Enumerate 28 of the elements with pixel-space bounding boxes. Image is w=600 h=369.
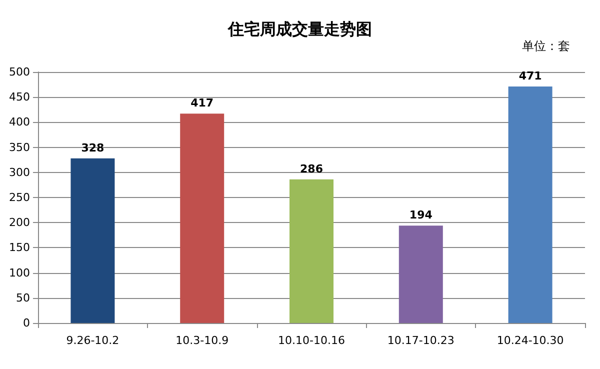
y-tick-label: 250 (9, 191, 30, 204)
chart-title: 住宅周成交量走势图 (227, 20, 372, 38)
data-label: 471 (518, 70, 542, 83)
data-label: 417 (190, 96, 214, 110)
bar (70, 158, 115, 323)
y-tick-label: 450 (9, 90, 30, 104)
y-tick-label: 400 (9, 116, 30, 129)
y-tick-label: 0 (23, 316, 30, 330)
data-label: 194 (409, 208, 433, 222)
bar (508, 86, 552, 323)
text: 单位：套 (522, 39, 570, 53)
x-tick-label: 9.26-10.2 (66, 334, 120, 347)
y-tick-label: 150 (9, 241, 30, 254)
data-label: 286 (300, 162, 324, 176)
y-tick-label: 200 (9, 216, 30, 230)
data-label: 328 (81, 141, 104, 154)
bar (398, 226, 443, 323)
y-tick-label: 300 (9, 166, 30, 179)
x-tick-label: 10.24-10.30 (496, 334, 564, 347)
x-tick-label: 10.10-10.16 (278, 334, 345, 347)
y-tick-label: 350 (9, 140, 30, 154)
y-tick-label: 500 (9, 66, 30, 78)
x-tick-label: 10.17-10.23 (387, 334, 454, 347)
bar (290, 179, 334, 323)
bar (180, 114, 224, 323)
y-tick-label: 100 (9, 266, 30, 280)
x-tick-label: 10.3-10.9 (176, 334, 229, 347)
y-tick-label: 50 (16, 291, 30, 304)
